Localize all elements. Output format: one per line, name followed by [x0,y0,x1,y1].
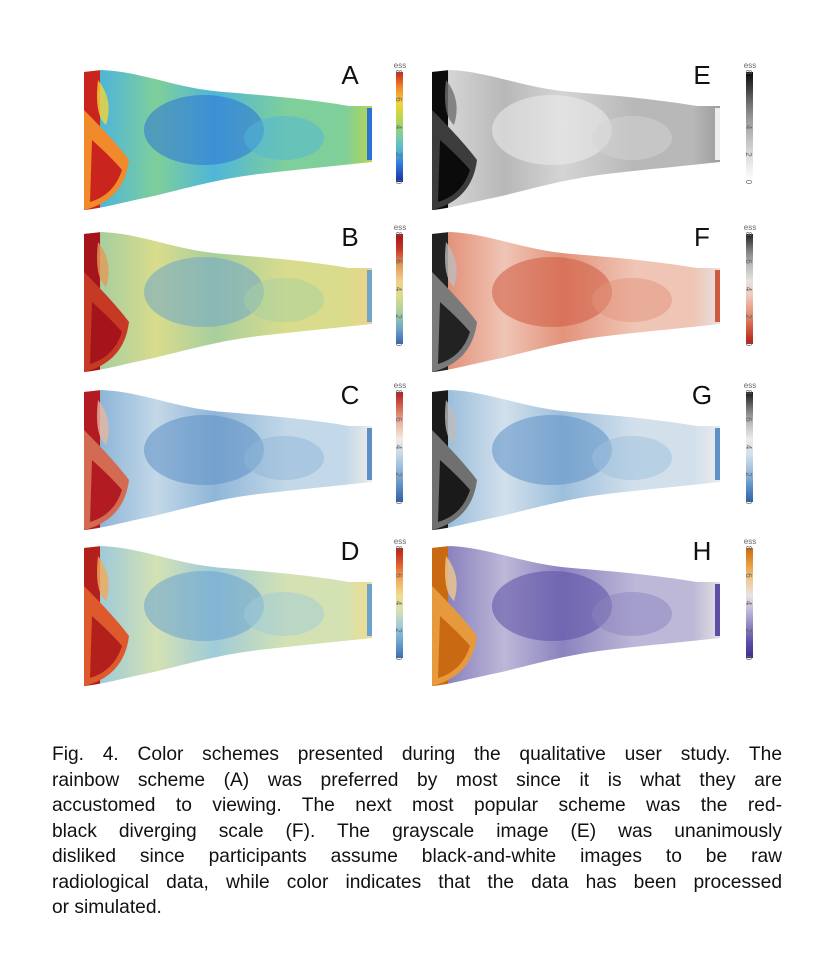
panel-label: B [341,222,358,252]
panel-a: ess 0 2 4 6 8 A [84,60,406,210]
caption-line: disliked since participants assume black… [52,846,782,867]
colorbar-title: ess [394,223,406,232]
panel-f: ess 0 2 4 6 8 F [432,222,756,372]
panel-g: ess 0 2 4 6 8 G [432,380,756,530]
caption-line: radiological data, while color indicates… [52,871,782,893]
colorbar-tick: 4 [744,287,753,292]
panel-label: D [341,536,360,566]
colorbar-tick: 2 [394,472,403,477]
colorbar-tick: 8 [744,232,753,237]
colorbar-tick: 2 [394,628,403,633]
colorbar-tick: 0 [744,656,753,661]
colorbar-tick: 4 [744,445,753,450]
colorbar-tick: 8 [394,390,403,395]
colorbar-tick: 4 [394,445,403,450]
colorbar-title: ess [744,537,756,546]
colorbar-tick: 0 [744,342,753,347]
colorbar-tick: 8 [744,546,753,551]
flow-field-image [432,546,720,686]
panel-c: ess 0 2 4 6 8 C [84,380,406,530]
colorbar-tick: 2 [394,314,403,319]
colorbar-tick: 8 [394,232,403,237]
flow-field-image [432,232,720,372]
panel-label: A [341,60,359,90]
flow-field-image [84,390,372,530]
flow-field-image [84,70,372,210]
colorbar-tick: 4 [394,601,403,606]
colorbar-tick: 6 [744,573,753,578]
colorbar-tick: 6 [394,97,403,102]
colorbar [396,392,403,502]
colorbar-title: ess [744,381,756,390]
caption-line: black diverging scale (F). The grayscale… [52,820,782,842]
colorbar-title: ess [744,61,756,70]
panel-h: ess 0 2 4 6 8 H [432,536,756,686]
colorbar-tick: 6 [744,259,753,264]
flow-field-image [432,390,720,530]
colorbar-tick: 4 [744,125,753,130]
colorbar-tick: 2 [394,152,403,157]
colorbar [746,548,753,658]
panel-d: ess 0 2 4 6 8 D [84,536,406,686]
colorbar-tick: 2 [744,314,753,319]
panel-label: E [693,60,710,90]
colorbar-tick: 6 [744,417,753,422]
colorbar-tick: 2 [744,628,753,633]
panel-b: ess 0 2 4 6 8 B [84,222,406,372]
colorbar-tick: 0 [744,500,753,505]
colorbar-tick: 0 [744,180,753,185]
panel-label: G [692,380,712,410]
caption-line: accustomed to viewing. The next most pop… [52,795,782,816]
colorbar-tick: 6 [394,417,403,422]
colorbar-tick: 0 [394,180,403,185]
colorbar-tick: 6 [744,97,753,102]
panel-e: ess 0 2 4 6 8 E [432,60,756,210]
colorbar-tick: 8 [394,70,403,75]
colorbar-title: ess [394,381,406,390]
colorbar-tick: 4 [394,125,403,130]
colorbar [396,548,403,658]
colorbar-tick: 4 [394,287,403,292]
colorbar-title: ess [744,223,756,232]
panel-label: F [694,222,710,252]
colorbar-title: ess [394,537,406,546]
caption-line: or simulated. [52,897,162,918]
flow-field-image [432,70,720,210]
colorbar-tick: 2 [744,472,753,477]
colorbar-tick: 8 [744,70,753,75]
colorbar-tick: 4 [744,601,753,606]
colorbar-tick: 0 [394,342,403,347]
colorbar-tick: 0 [394,500,403,505]
colorbar [746,234,753,344]
panel-label: H [693,536,712,566]
colorbar-tick: 8 [744,390,753,395]
panel-label: C [341,380,360,410]
colorbar-tick: 8 [394,546,403,551]
caption-line: Fig. 4. Color schemes presented during t… [52,744,782,765]
colorbar-tick: 6 [394,259,403,264]
colorbar [746,392,753,502]
flow-field-image [84,232,372,372]
colorbar-title: ess [394,61,406,70]
figure-caption: Fig. 4. Color schemes presented during t… [52,742,782,921]
colorbar [396,234,403,344]
caption-line: rainbow scheme (A) was preferred by most… [52,769,782,791]
colorbar-tick: 6 [394,573,403,578]
colorbar [746,72,753,182]
colorbar-tick: 2 [744,152,753,157]
flow-field-image [84,546,372,686]
colorbar [396,72,403,182]
colorbar-tick: 0 [394,656,403,661]
